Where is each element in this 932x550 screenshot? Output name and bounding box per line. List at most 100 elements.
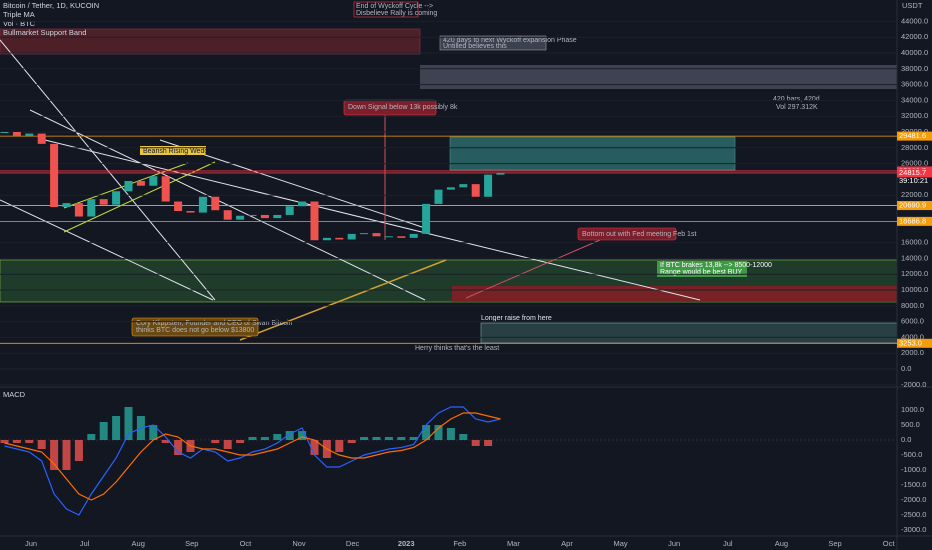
candle	[50, 143, 59, 208]
macd-histogram	[434, 425, 443, 440]
macd-histogram	[335, 440, 344, 452]
macd-histogram	[99, 422, 108, 440]
macd-line	[4, 406, 501, 516]
price-tick: 22000.0	[901, 190, 928, 199]
macd-tick: 0.0	[901, 435, 911, 444]
candle	[484, 174, 493, 197]
price-tick: 44000.0	[901, 16, 928, 25]
macd-histogram	[149, 425, 158, 440]
time-tick: Jul	[80, 539, 90, 548]
candle	[99, 199, 108, 205]
price-tag	[897, 201, 932, 211]
macd-histogram	[260, 437, 269, 440]
time-tick: Oct	[240, 539, 253, 548]
price-tag	[897, 338, 932, 348]
note: Longer raise from here	[481, 315, 552, 322]
arrow-line	[239, 259, 447, 341]
time-tick: Nov	[292, 539, 306, 548]
price-tag	[897, 168, 932, 178]
candle	[25, 133, 34, 136]
candle	[136, 180, 145, 186]
teal-zone	[449, 136, 736, 171]
price-tick: 8000.0	[901, 301, 924, 310]
price-tick: 12000.0	[901, 269, 928, 278]
time-tick: Sep	[828, 539, 841, 548]
candle	[397, 236, 406, 238]
candle	[434, 189, 443, 204]
price-tick: 0.0	[901, 364, 911, 373]
macd-histogram	[360, 437, 369, 440]
candle	[248, 214, 257, 216]
note-box	[577, 227, 677, 241]
candle	[62, 203, 71, 208]
note: Vol 297.312K	[776, 104, 818, 111]
wedge-line	[63, 161, 216, 233]
time-tick: Aug	[132, 539, 145, 548]
countdown: 39:10:21	[899, 176, 928, 185]
price-tick: 10000.0	[901, 285, 928, 294]
time-tick: Dec	[346, 539, 360, 548]
macd-histogram	[372, 437, 381, 440]
price-tick: 14000.0	[901, 253, 928, 262]
candle	[459, 184, 468, 188]
time-tick: Apr	[561, 539, 573, 548]
macd-histogram	[87, 434, 96, 440]
trend-line	[44, 139, 701, 301]
price-tag-label: 3253.0	[899, 338, 922, 347]
candle	[87, 199, 96, 217]
candle	[310, 201, 319, 241]
macd-tick: 500.0	[901, 420, 920, 429]
price-tick: 2000.0	[901, 348, 924, 357]
candle	[12, 132, 21, 136]
time-tick: Jun	[25, 539, 37, 548]
candle	[186, 211, 195, 213]
note: Range would be best BUY	[660, 269, 742, 276]
price-tag	[897, 131, 932, 141]
candle	[124, 180, 133, 192]
macd-histogram	[62, 440, 71, 470]
macd-histogram	[112, 416, 121, 440]
candle	[446, 187, 455, 190]
price-tick: 34000.0	[901, 95, 928, 104]
note: 420 bars, 420d	[773, 96, 820, 103]
indicator: Triple MA	[3, 10, 35, 19]
time-tick: Feb	[453, 539, 466, 548]
candle	[372, 233, 381, 237]
note: Cory Klippsten, Founder and CEO of Swan …	[136, 320, 293, 327]
note-box	[131, 317, 259, 337]
candle	[273, 214, 282, 219]
macd-tick: -1500.0	[901, 480, 926, 489]
candle	[384, 236, 393, 238]
macd-histogram	[174, 440, 183, 455]
candle	[347, 233, 356, 240]
price-tag-label: 24815.7	[899, 168, 926, 177]
note: If BTC brakes 13,8k --> 8500-12000	[660, 262, 772, 269]
indicator: Vol · BTC	[3, 19, 36, 28]
price-tick: 40000.0	[901, 48, 928, 57]
note: End of Wyckoff Cycle -->	[356, 3, 433, 10]
price-tag-label: 20690.9	[899, 201, 926, 210]
candle	[161, 176, 170, 202]
macd-histogram	[459, 434, 468, 440]
candle	[409, 233, 418, 238]
price-tick: 38000.0	[901, 64, 928, 73]
macd-histogram	[384, 437, 393, 440]
price-tick: 4000.0	[901, 332, 924, 341]
price-tick: 16000.0	[901, 238, 928, 247]
candle	[74, 203, 83, 217]
macd-histogram	[409, 437, 418, 440]
macd-title: MACD	[3, 390, 26, 399]
price-tick: 6000.0	[901, 317, 924, 326]
note-box	[439, 35, 547, 51]
price-tick: 28000.0	[901, 143, 928, 152]
time-tick: 2023	[398, 539, 415, 548]
candle	[260, 214, 269, 219]
red-zone	[0, 28, 421, 55]
note-box	[353, 1, 419, 18]
macd-tick: -1000.0	[901, 465, 926, 474]
macd-histogram	[310, 440, 319, 455]
macd-histogram	[273, 434, 282, 440]
macd-histogram	[74, 440, 83, 461]
macd-tick: -2000.0	[901, 495, 926, 504]
price-tag	[897, 216, 932, 226]
